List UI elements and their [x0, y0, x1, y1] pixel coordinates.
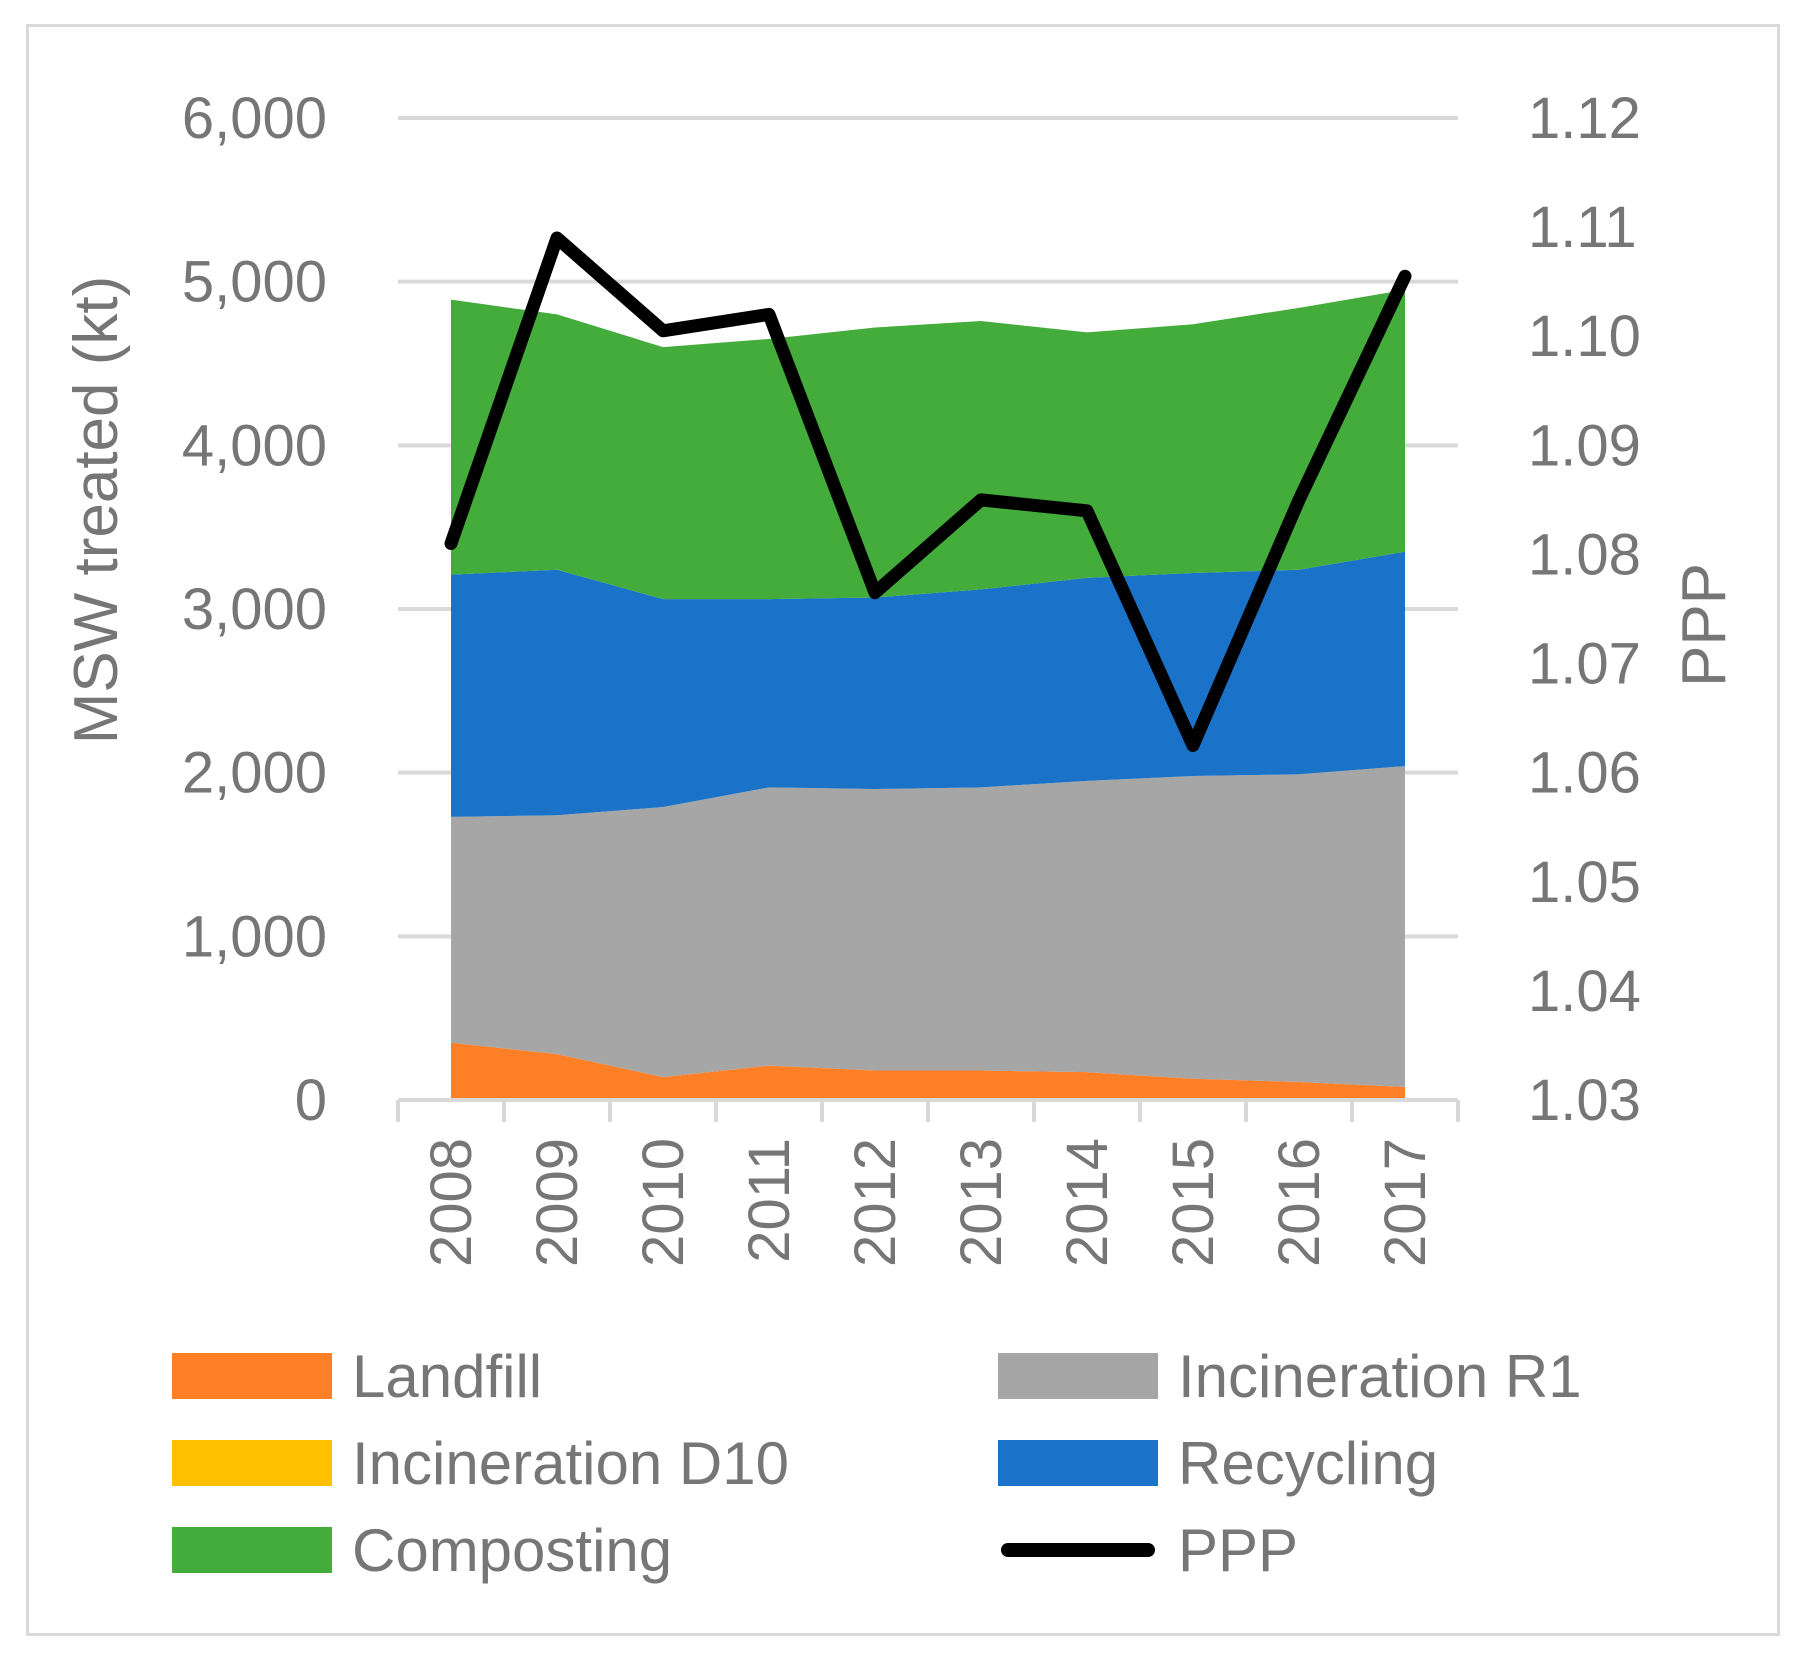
area-landfill — [451, 1042, 1405, 1100]
y-axis-title: MSW treated (kt) — [62, 276, 131, 745]
legend-label-landfill: Landfill — [352, 1343, 542, 1410]
stacked-areas — [451, 289, 1405, 1100]
y2-tick-label: 1.07 — [1528, 632, 1641, 697]
right-axis-ticks: 1.03 1.04 1.05 1.06 1.07 1.08 1.09 1.10 1.11 1.12 — [1528, 86, 1641, 1133]
x-tick-label: 2017 — [1373, 1138, 1438, 1267]
y-tick-label: 3,000 — [182, 577, 327, 642]
legend-swatch-recycling — [998, 1440, 1158, 1486]
x-axis-ticks: 2008 2009 2010 2011 2012 2013 2014 2015 2016 2017 — [419, 1138, 1438, 1267]
y2-tick-label: 1.05 — [1528, 850, 1641, 915]
y2-tick-label: 1.12 — [1528, 86, 1641, 151]
y2-tick-label: 1.10 — [1528, 304, 1641, 369]
area-recycling — [451, 551, 1405, 817]
y2-tick-label: 1.04 — [1528, 959, 1641, 1024]
legend-label-ppp: PPP — [1178, 1517, 1298, 1584]
area-incineration-r1 — [451, 766, 1405, 1087]
y-tick-label: 5,000 — [182, 250, 327, 315]
y-tick-label: 2,000 — [182, 741, 327, 806]
left-axis-ticks: 0 1,000 2,000 3,000 4,000 5,000 6,000 — [182, 86, 327, 1133]
legend-swatch-incineration-d10 — [172, 1440, 332, 1486]
x-tick-label: 2015 — [1161, 1138, 1226, 1267]
x-tick-label: 2014 — [1055, 1138, 1120, 1267]
y2-tick-label: 1.03 — [1528, 1068, 1641, 1133]
y-tick-label: 4,000 — [182, 413, 327, 478]
legend-swatch-landfill — [172, 1353, 332, 1399]
x-tick-label: 2008 — [419, 1138, 484, 1267]
y2-tick-label: 1.11 — [1528, 195, 1637, 260]
ppp-line-group — [444, 231, 1412, 752]
y2-axis-title: PPP — [1670, 563, 1739, 687]
legend: Landfill Incineration R1 Incineration D10 R… — [172, 1343, 1582, 1584]
legend-label-incineration-d10: Incineration D10 — [352, 1430, 789, 1497]
y-tick-label: 1,000 — [182, 904, 327, 969]
x-tick-label: 2010 — [631, 1138, 696, 1267]
area-composting — [451, 289, 1405, 600]
y2-tick-label: 1.09 — [1528, 413, 1641, 478]
axes — [396, 1098, 1460, 1122]
y2-tick-label: 1.06 — [1528, 741, 1641, 806]
legend-swatch-incineration-r1 — [998, 1353, 1158, 1399]
ppp-line — [444, 231, 1412, 752]
y-tick-label: 0 — [295, 1068, 327, 1133]
legend-label-composting: Composting — [352, 1517, 672, 1584]
y-tick-label: 6,000 — [182, 86, 327, 151]
legend-swatch-composting — [172, 1527, 332, 1573]
x-tick-label: 2013 — [949, 1138, 1014, 1267]
legend-label-recycling: Recycling — [1178, 1430, 1438, 1497]
x-tick-label: 2011 — [737, 1138, 802, 1263]
x-tick-label: 2012 — [843, 1138, 908, 1267]
y2-tick-label: 1.08 — [1528, 522, 1641, 587]
x-tick-label: 2009 — [525, 1138, 590, 1267]
x-tick-label: 2016 — [1267, 1138, 1332, 1267]
legend-label-incineration-r1: Incineration R1 — [1178, 1343, 1582, 1410]
